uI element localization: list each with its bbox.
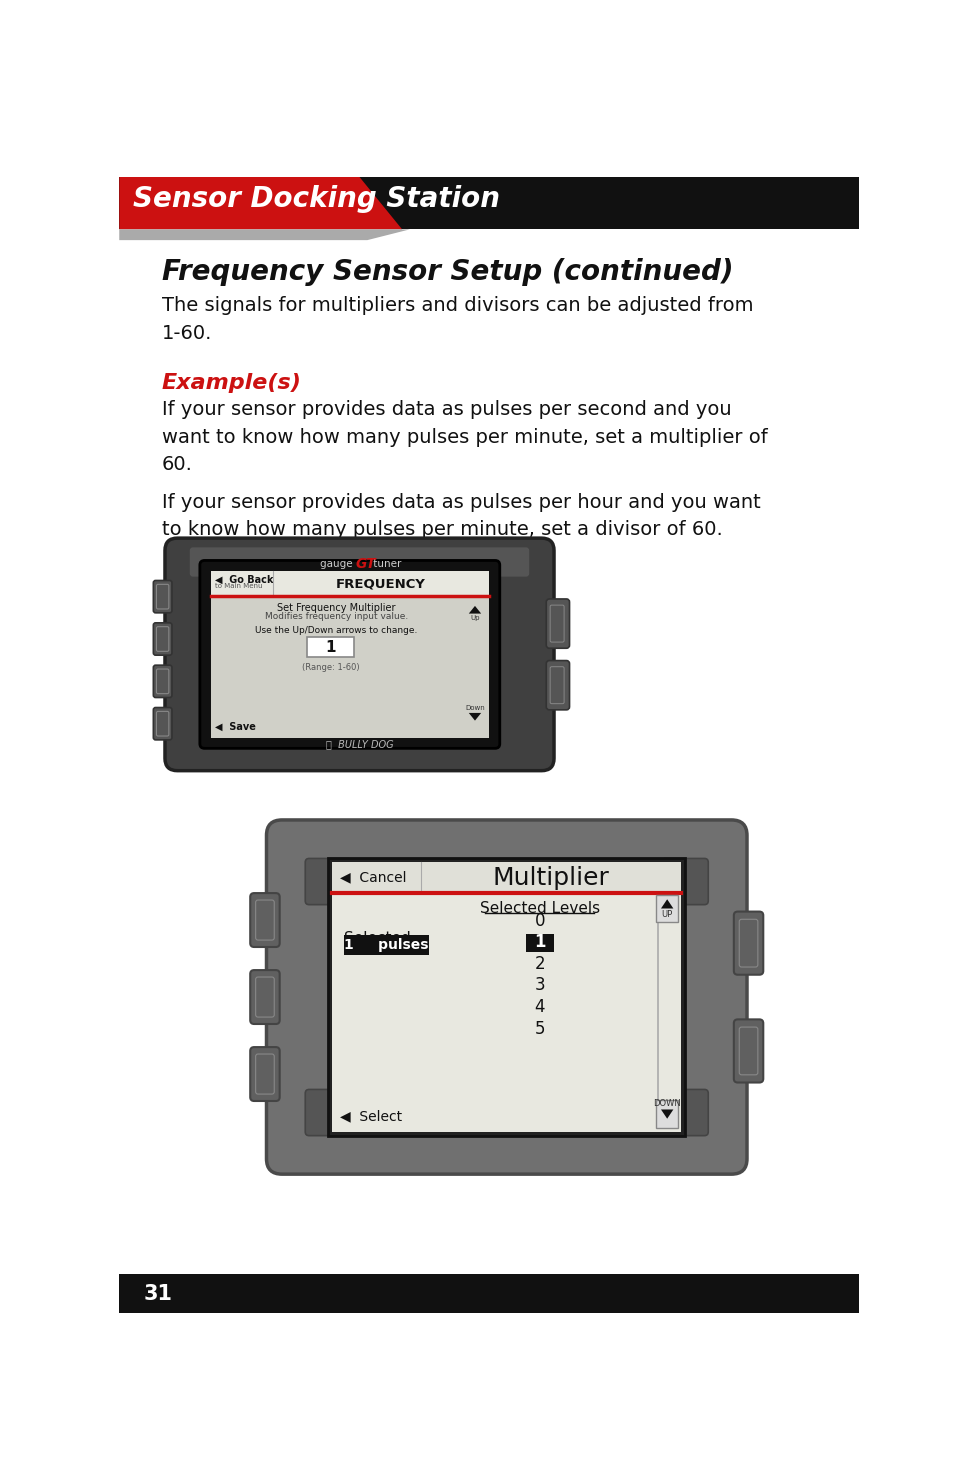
FancyBboxPatch shape (305, 858, 352, 904)
Text: (Range: 1-60): (Range: 1-60) (301, 662, 359, 673)
Text: UP: UP (660, 910, 672, 919)
Text: 31: 31 (144, 1283, 172, 1304)
Text: Use the Up/Down arrows to change.: Use the Up/Down arrows to change. (255, 625, 417, 634)
FancyBboxPatch shape (199, 560, 499, 748)
Text: GT: GT (355, 558, 375, 571)
Bar (307, 637, 354, 658)
Text: The signals for multipliers and divisors can be adjusted from
1-60.: The signals for multipliers and divisors… (162, 296, 753, 342)
Polygon shape (468, 606, 480, 614)
Bar (332, 863, 680, 1131)
Text: Frequency Sensor Setup (continued): Frequency Sensor Setup (continued) (162, 258, 733, 286)
FancyBboxPatch shape (250, 892, 279, 947)
Text: Up: Up (470, 615, 479, 621)
Text: to Main Menu: to Main Menu (214, 583, 262, 589)
Text: If your sensor provides data as pulses per hour and you want
to know how many pu: If your sensor provides data as pulses p… (162, 493, 760, 538)
Text: ◀  Go Back: ◀ Go Back (214, 574, 273, 584)
Bar (332, 863, 680, 892)
Polygon shape (660, 900, 673, 909)
FancyBboxPatch shape (250, 1047, 279, 1100)
Bar (328, 858, 684, 1136)
FancyBboxPatch shape (266, 820, 746, 1174)
Text: 1: 1 (325, 640, 335, 655)
Text: DOWN: DOWN (653, 1099, 680, 1108)
Text: Selected Levels: Selected Levels (479, 901, 599, 916)
Polygon shape (660, 1109, 673, 1118)
FancyBboxPatch shape (546, 599, 569, 648)
FancyBboxPatch shape (305, 1090, 352, 1136)
FancyBboxPatch shape (250, 971, 279, 1024)
Text: 2: 2 (534, 954, 544, 974)
FancyBboxPatch shape (153, 622, 172, 655)
FancyBboxPatch shape (661, 858, 707, 904)
FancyBboxPatch shape (153, 708, 172, 740)
FancyBboxPatch shape (733, 912, 762, 975)
Text: Example(s): Example(s) (162, 373, 301, 394)
Text: Set Frequency Multiplier: Set Frequency Multiplier (277, 603, 395, 612)
FancyBboxPatch shape (661, 1090, 707, 1136)
Bar (119, 177, 858, 229)
Bar (656, 1100, 678, 1128)
FancyBboxPatch shape (190, 547, 529, 577)
FancyBboxPatch shape (165, 538, 554, 770)
FancyBboxPatch shape (153, 665, 172, 698)
Text: 5: 5 (534, 1019, 544, 1037)
Polygon shape (119, 177, 402, 229)
Bar (119, 1274, 858, 1313)
Text: tuner: tuner (370, 559, 401, 569)
Text: 3: 3 (534, 976, 544, 994)
FancyBboxPatch shape (733, 1019, 762, 1083)
Text: 1     pulses: 1 pulses (344, 938, 429, 951)
Text: Down: Down (465, 705, 484, 711)
Bar (211, 571, 488, 738)
Polygon shape (468, 712, 480, 721)
Text: FREQUENCY: FREQUENCY (335, 577, 425, 590)
Bar (344, 935, 429, 954)
Text: ◀  Save: ◀ Save (214, 721, 255, 732)
Text: ◀  Select: ◀ Select (340, 1109, 402, 1124)
Text: Sensor Docking Station: Sensor Docking Station (133, 184, 499, 212)
Bar (525, 934, 553, 953)
Text: 🐾  BULLY DOG: 🐾 BULLY DOG (325, 739, 393, 749)
Bar (332, 892, 680, 1131)
Text: 0: 0 (534, 912, 544, 929)
Text: If your sensor provides data as pulses per second and you
want to know how many : If your sensor provides data as pulses p… (162, 400, 767, 473)
Text: gauge: gauge (319, 559, 355, 569)
Polygon shape (119, 229, 410, 240)
Text: ◀  Cancel: ◀ Cancel (340, 870, 406, 885)
Text: 1: 1 (534, 934, 545, 951)
Bar (656, 895, 678, 922)
FancyBboxPatch shape (153, 581, 172, 612)
Text: Modifies frequency input value.: Modifies frequency input value. (265, 612, 408, 621)
Text: Multiplier: Multiplier (493, 866, 609, 889)
Text: Selected: Selected (344, 931, 411, 945)
FancyBboxPatch shape (546, 661, 569, 709)
Bar (211, 571, 488, 596)
Text: 4: 4 (534, 999, 544, 1016)
